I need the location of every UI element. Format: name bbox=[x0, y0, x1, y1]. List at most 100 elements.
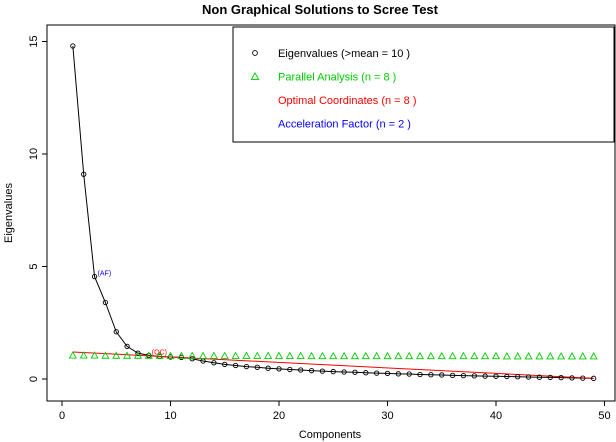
parallel-analysis-point bbox=[524, 352, 533, 360]
parallel-analysis-point bbox=[491, 351, 501, 360]
legend-label: Acceleration Factor (n = 2 ) bbox=[278, 119, 411, 131]
y-tick-label: 0 bbox=[28, 376, 40, 382]
eigenvalue-point bbox=[417, 371, 423, 378]
parallel-analysis-point bbox=[340, 351, 349, 360]
parallel-analysis-point bbox=[502, 352, 511, 360]
eigenvalue-point bbox=[591, 375, 597, 381]
parallel-analysis-point bbox=[220, 351, 229, 359]
parallel-analysis-point bbox=[557, 352, 566, 360]
parallel-analysis-point bbox=[198, 351, 208, 359]
legend: Eigenvalues (>mean = 10 ) Parallel Analys… bbox=[232, 26, 615, 143]
parallel-analysis-point bbox=[242, 351, 251, 359]
eigenvalue-point bbox=[547, 374, 553, 381]
parallel-analysis-point bbox=[481, 351, 490, 360]
eigenvalue-point bbox=[113, 329, 119, 335]
eigenvalue-point bbox=[102, 299, 109, 306]
eigenvalue-point bbox=[580, 375, 586, 381]
parallel-analysis-point bbox=[426, 351, 435, 360]
parallel-analysis-point bbox=[578, 352, 587, 360]
x-tick-label: 50 bbox=[598, 410, 610, 422]
parallel-analysis-point bbox=[470, 351, 479, 360]
legend-label: Eigenvalues (>mean = 10 ) bbox=[278, 48, 410, 60]
eigenvalue-point bbox=[81, 171, 87, 177]
parallel-analysis-point bbox=[535, 352, 544, 360]
legend-label: Parallel Analysis (n = 8 ) bbox=[278, 72, 396, 84]
eigenvalue-point bbox=[395, 371, 401, 377]
eigenvalue-point bbox=[449, 372, 456, 379]
eigenvalue-point bbox=[515, 374, 521, 380]
legend-label: Optimal Coordinates (n = 8 ) bbox=[278, 95, 416, 107]
x-tick-label: 30 bbox=[381, 410, 393, 422]
eigenvalue-point bbox=[135, 350, 141, 356]
y-tick-label: 10 bbox=[28, 148, 40, 160]
eigenvalue-point bbox=[439, 372, 445, 378]
legend-circle-icon bbox=[252, 50, 258, 56]
parallel-analysis-point bbox=[155, 351, 164, 359]
eigenvalue-point bbox=[493, 373, 499, 379]
parallel-analysis-point bbox=[589, 352, 598, 360]
parallel-analysis-point bbox=[394, 351, 403, 360]
parallel-analysis-point bbox=[405, 351, 414, 360]
eigenvalue-point bbox=[373, 370, 380, 376]
y-axis-label: Eigenvalues bbox=[3, 183, 15, 243]
eigenvalue-point bbox=[254, 364, 260, 370]
parallel-analysis-point bbox=[209, 351, 218, 359]
parallel-analysis-point bbox=[383, 351, 392, 360]
eigenvalue-point bbox=[384, 370, 391, 377]
annotation-label: (AF) bbox=[98, 271, 112, 278]
parallel-analysis-point bbox=[274, 351, 284, 359]
parallel-analysis-point bbox=[546, 352, 555, 360]
eigenvalue-point bbox=[460, 372, 467, 379]
parallel-analysis-point bbox=[68, 351, 77, 359]
parallel-analysis-point bbox=[79, 351, 88, 359]
series-markers bbox=[68, 43, 598, 381]
eigenvalue-point bbox=[70, 43, 76, 49]
x-tick-label: 20 bbox=[273, 410, 285, 422]
annotations: (AF) (OC) bbox=[98, 271, 167, 357]
parallel-analysis-point bbox=[144, 351, 153, 359]
eigenvalue-point bbox=[536, 374, 543, 380]
eigenvalue-point bbox=[265, 365, 271, 371]
y-tick-label: 15 bbox=[28, 35, 40, 47]
parallel-analysis-point bbox=[415, 351, 425, 360]
parallel-analysis-point bbox=[361, 351, 370, 360]
parallel-analysis-point bbox=[448, 351, 457, 360]
chart-title: Non Graphical Solutions to Scree Test bbox=[202, 2, 439, 17]
legend-triangle-icon bbox=[250, 71, 260, 80]
parallel-analysis-point bbox=[372, 351, 381, 360]
parallel-analysis-point bbox=[437, 351, 446, 360]
eigenvalue-point bbox=[124, 343, 130, 350]
parallel-analysis-point bbox=[231, 351, 240, 359]
eigenvalue-point bbox=[428, 372, 434, 378]
x-axis-label: Components bbox=[299, 429, 362, 441]
legend-entries: Eigenvalues (>mean = 10 ) Parallel Analys… bbox=[250, 48, 416, 131]
y-axis: 0 5 10 15 bbox=[28, 35, 48, 382]
eigenvalue-point bbox=[558, 374, 564, 381]
eigenvalue-point bbox=[504, 373, 510, 380]
x-tick-label: 10 bbox=[164, 410, 176, 422]
x-tick-label: 0 bbox=[59, 410, 65, 422]
parallel-analysis-point bbox=[567, 352, 577, 360]
parallel-analysis-point bbox=[350, 351, 360, 360]
eigenvalue-point bbox=[525, 374, 532, 380]
parallel-analysis-point bbox=[133, 351, 143, 359]
parallel-analysis-point bbox=[253, 351, 262, 359]
x-tick-label: 40 bbox=[490, 410, 502, 422]
parallel-analysis-point bbox=[307, 351, 316, 360]
eigenvalue-point bbox=[406, 371, 412, 377]
x-axis: 0 10 20 30 40 50 bbox=[59, 400, 611, 422]
parallel-analysis-point bbox=[166, 351, 175, 359]
eigenvalue-point bbox=[298, 367, 304, 373]
eigenvalue-point bbox=[471, 373, 477, 379]
eigenvalue-point bbox=[482, 373, 488, 379]
eigenvalue-point bbox=[243, 363, 250, 370]
eigenvalue-point bbox=[222, 361, 228, 368]
parallel-analysis-point bbox=[296, 351, 305, 359]
eigenvalue-point bbox=[287, 366, 293, 373]
eigenvalue-point bbox=[308, 368, 315, 374]
parallel-analysis-point bbox=[123, 351, 132, 359]
eigenvalue-point bbox=[330, 368, 336, 375]
eigenvalue-point bbox=[319, 368, 326, 374]
parallel-analysis-point bbox=[459, 351, 468, 360]
annotation-label: (OC) bbox=[152, 349, 167, 356]
